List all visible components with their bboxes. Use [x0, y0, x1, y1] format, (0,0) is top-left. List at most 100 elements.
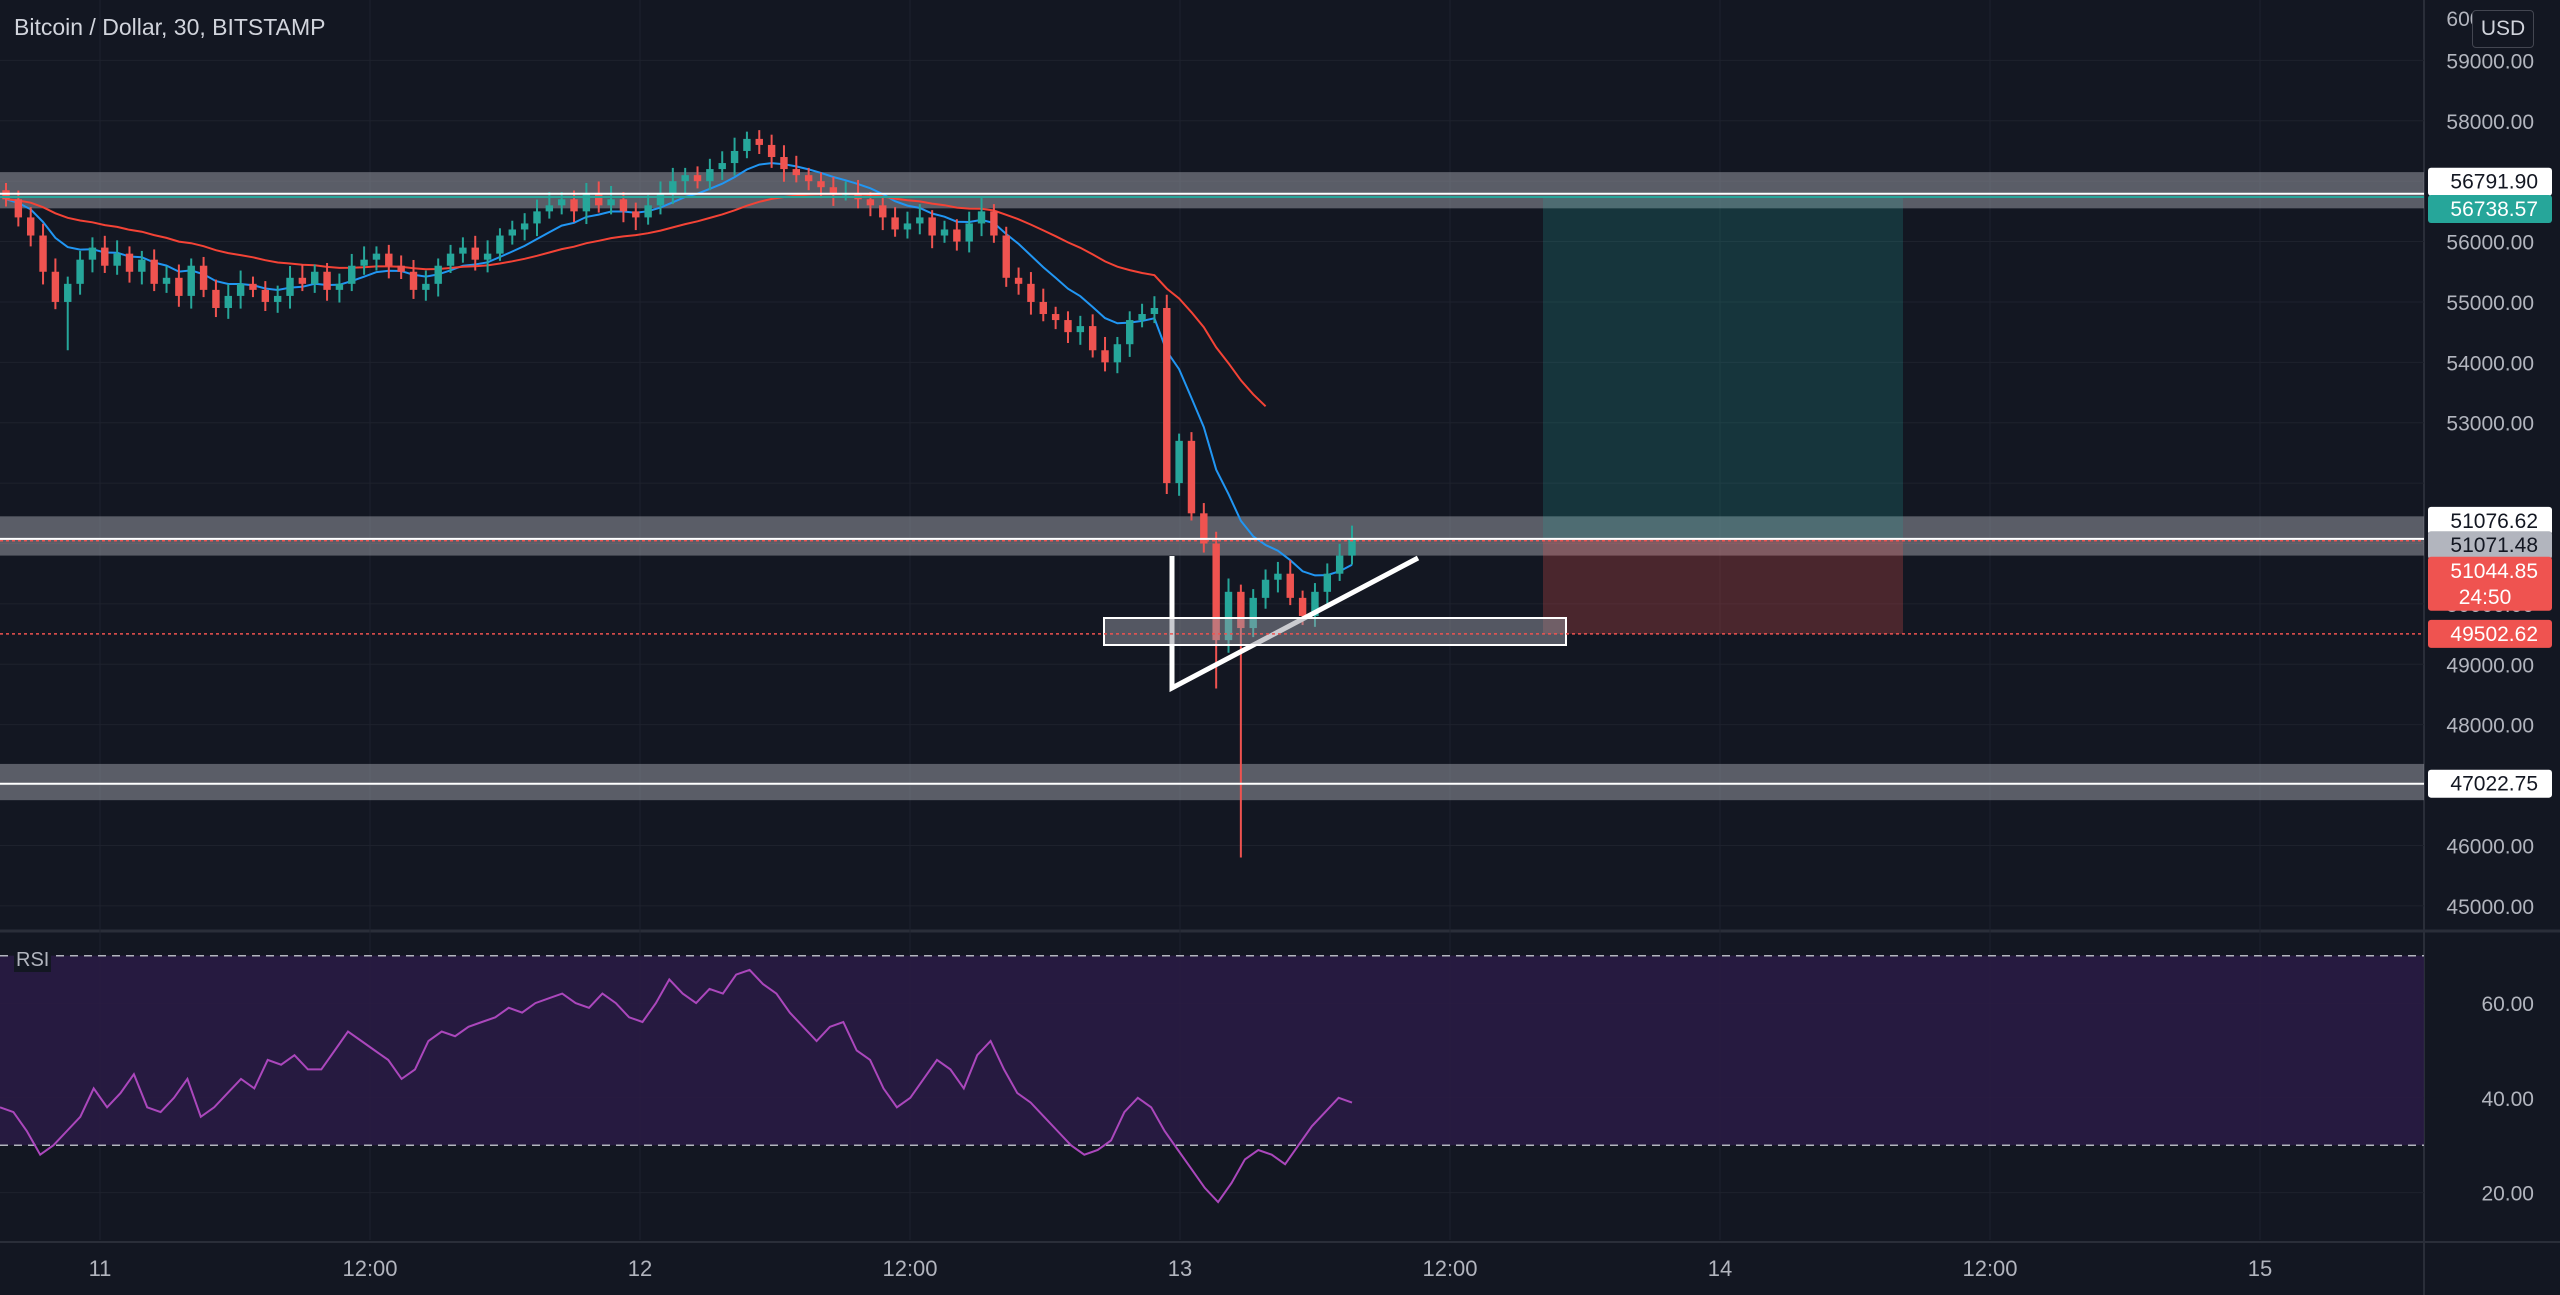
price-tag [2428, 531, 2552, 560]
candle-body [1286, 573, 1294, 598]
candle-body [903, 223, 912, 230]
time-tick-label: 12 [628, 1256, 652, 1281]
candle-body [459, 247, 467, 254]
candle-body [125, 253, 134, 272]
candle-body [26, 217, 35, 236]
candle-body [644, 205, 652, 218]
chart-drawings [0, 192, 2424, 785]
time-tick-label: 12:00 [882, 1256, 937, 1281]
candle-body [1348, 538, 1356, 556]
candle-body [1175, 440, 1183, 484]
price-tag [2428, 619, 2552, 648]
support-resistance-zones [0, 172, 2424, 801]
chart-title: Bitcoin / Dollar, 30, BITSTAMP [14, 14, 326, 40]
candle-body [718, 163, 726, 170]
candle-body [249, 283, 257, 290]
position-target-area [1543, 196, 1903, 539]
price-tag-label: 47022.75 [2450, 773, 2538, 796]
candle-body [953, 229, 961, 242]
position-stop-area [1543, 538, 1903, 634]
candle-body [755, 138, 763, 145]
candle-body [1113, 344, 1122, 363]
candle-body [520, 223, 529, 230]
candle-body [113, 253, 121, 266]
candle-body [298, 277, 307, 284]
price-tick-label: 58000.00 [2446, 111, 2534, 134]
time-tick-label: 14 [1708, 1256, 1732, 1281]
candle-body [595, 193, 603, 206]
zone-band [0, 172, 2424, 209]
candle-body [1064, 320, 1072, 333]
time-tick-label: 12:00 [342, 1256, 397, 1281]
candle-body [817, 181, 825, 188]
price-tag-label: 51044.85 [2450, 560, 2538, 583]
candle-body [1138, 314, 1146, 321]
price-tick-label: 59000.00 [2446, 50, 2534, 73]
candle-body [1126, 320, 1134, 345]
rsi-band-fill [0, 955, 2424, 1146]
candle-body [730, 150, 739, 164]
candle-body [434, 265, 442, 284]
candle-body [508, 229, 516, 236]
candle-body [212, 289, 220, 308]
candle-body [928, 217, 936, 236]
currency-button[interactable]: USD [2472, 10, 2534, 48]
candle-body [681, 175, 689, 182]
price-tick-label: 45000.00 [2446, 896, 2534, 919]
candle-body [1298, 597, 1307, 616]
time-tick-label: 12:00 [1962, 1256, 2017, 1281]
time-tick-label: 12:00 [1422, 1256, 1477, 1281]
rsi-tick-label: 60.00 [2481, 993, 2534, 1016]
candle-body [372, 253, 381, 260]
candle-body [483, 253, 492, 260]
candle-body [1150, 307, 1159, 315]
candle-body [348, 265, 356, 284]
candle-body [792, 169, 801, 176]
candle-body [150, 259, 158, 284]
candle-body [1212, 543, 1220, 641]
candle-body [1187, 440, 1196, 514]
triangle-pattern [1169, 555, 1420, 693]
candle-body [1323, 573, 1332, 592]
candle-body [1224, 591, 1233, 641]
candle-body [1027, 283, 1035, 302]
candle-body [76, 259, 84, 284]
candle-body [977, 211, 986, 224]
candle-body [496, 235, 504, 254]
price-tag-label: 51071.48 [2450, 534, 2538, 557]
candle-body [261, 289, 270, 302]
rsi-line [0, 968, 1353, 1204]
candle-body [273, 295, 282, 302]
candle-body [632, 211, 640, 218]
price-tick-label: 49000.00 [2446, 654, 2534, 677]
rsi-tick-label: 20.00 [2481, 1183, 2534, 1206]
candle-body [743, 138, 751, 151]
time-tick-label: 13 [1168, 1256, 1192, 1281]
candle-body [471, 247, 479, 260]
price-tick-label: 53000.00 [2446, 413, 2534, 436]
candle-body [533, 211, 541, 224]
candle-body [385, 253, 393, 266]
candle-body [1101, 350, 1109, 363]
candle-body [88, 247, 97, 260]
breakout-box [1103, 617, 1567, 646]
candle-body [607, 199, 615, 206]
candle-body [804, 175, 813, 182]
candle-body [916, 217, 924, 224]
candle-body [767, 144, 776, 158]
candle-body [397, 265, 405, 272]
countdown-label: 24:50 [2459, 586, 2512, 609]
candle-body [1163, 307, 1171, 484]
candle-body [965, 223, 973, 242]
candle-body [829, 187, 838, 194]
candle-body [1249, 597, 1257, 629]
time-tick-label: 15 [2248, 1256, 2272, 1281]
price-tag [2428, 556, 2552, 611]
candle-body [409, 271, 418, 290]
price-tick-label: 56000.00 [2446, 232, 2534, 255]
long-position-tool [1543, 196, 1903, 634]
candle-body [422, 283, 430, 290]
rsi-tick-label: 40.00 [2481, 1088, 2534, 1111]
price-tag [2428, 194, 2552, 223]
